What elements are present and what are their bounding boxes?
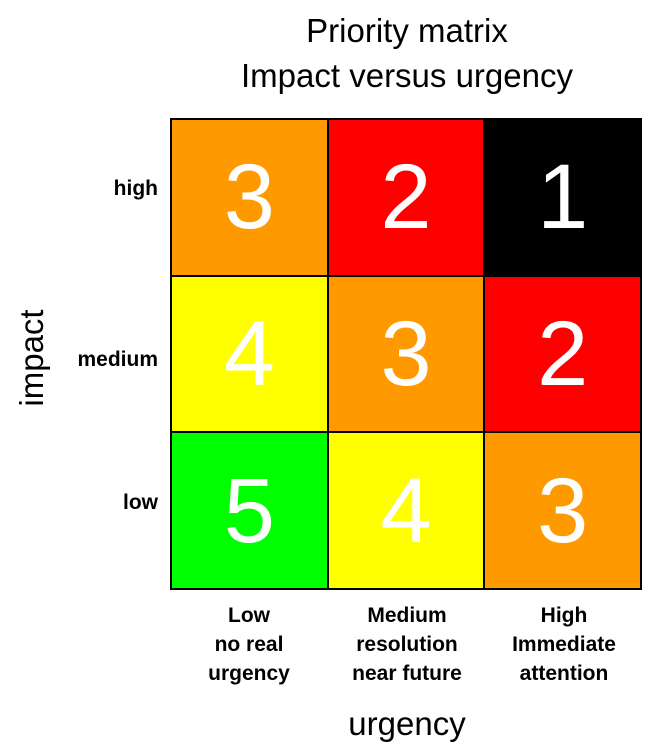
matrix-cell-high-high: 1 — [484, 119, 641, 276]
matrix-cell-high-medium: 2 — [327, 119, 485, 276]
chart-title: Priority matrix — [306, 12, 508, 49]
column-label-high: High Immediate attention — [485, 601, 643, 688]
column-label-line: near future — [352, 662, 462, 685]
column-label-line: High — [540, 604, 588, 627]
matrix-cell-medium-medium: 3 — [327, 275, 485, 433]
column-label-low: Low no real urgency — [170, 601, 328, 688]
column-label-line: Immediate — [512, 633, 616, 656]
x-axis-label: urgency — [348, 705, 466, 742]
column-label-line: no real — [214, 633, 284, 656]
matrix-cell-medium-low: 4 — [171, 275, 328, 433]
column-label-line: Medium — [367, 604, 447, 627]
column-label-line: urgency — [208, 662, 290, 685]
row-label-high: high — [113, 177, 158, 200]
matrix-cell-low-high: 3 — [484, 432, 641, 589]
column-label-medium: Medium resolution near future — [328, 601, 486, 688]
column-label-line: Low — [228, 604, 270, 627]
row-label-low: low — [123, 491, 158, 514]
matrix-cell-high-low: 3 — [171, 119, 328, 276]
column-label-line: attention — [519, 662, 609, 685]
priority-matrix-grid: 3 2 1 4 3 2 5 4 3 — [170, 118, 642, 590]
column-label-line: resolution — [356, 633, 458, 656]
matrix-cell-medium-high: 2 — [484, 275, 641, 433]
chart-subtitle: Impact versus urgency — [241, 57, 573, 94]
matrix-cell-low-medium: 4 — [327, 432, 485, 589]
row-label-medium: medium — [77, 348, 158, 371]
matrix-cell-low-low: 5 — [171, 432, 328, 589]
